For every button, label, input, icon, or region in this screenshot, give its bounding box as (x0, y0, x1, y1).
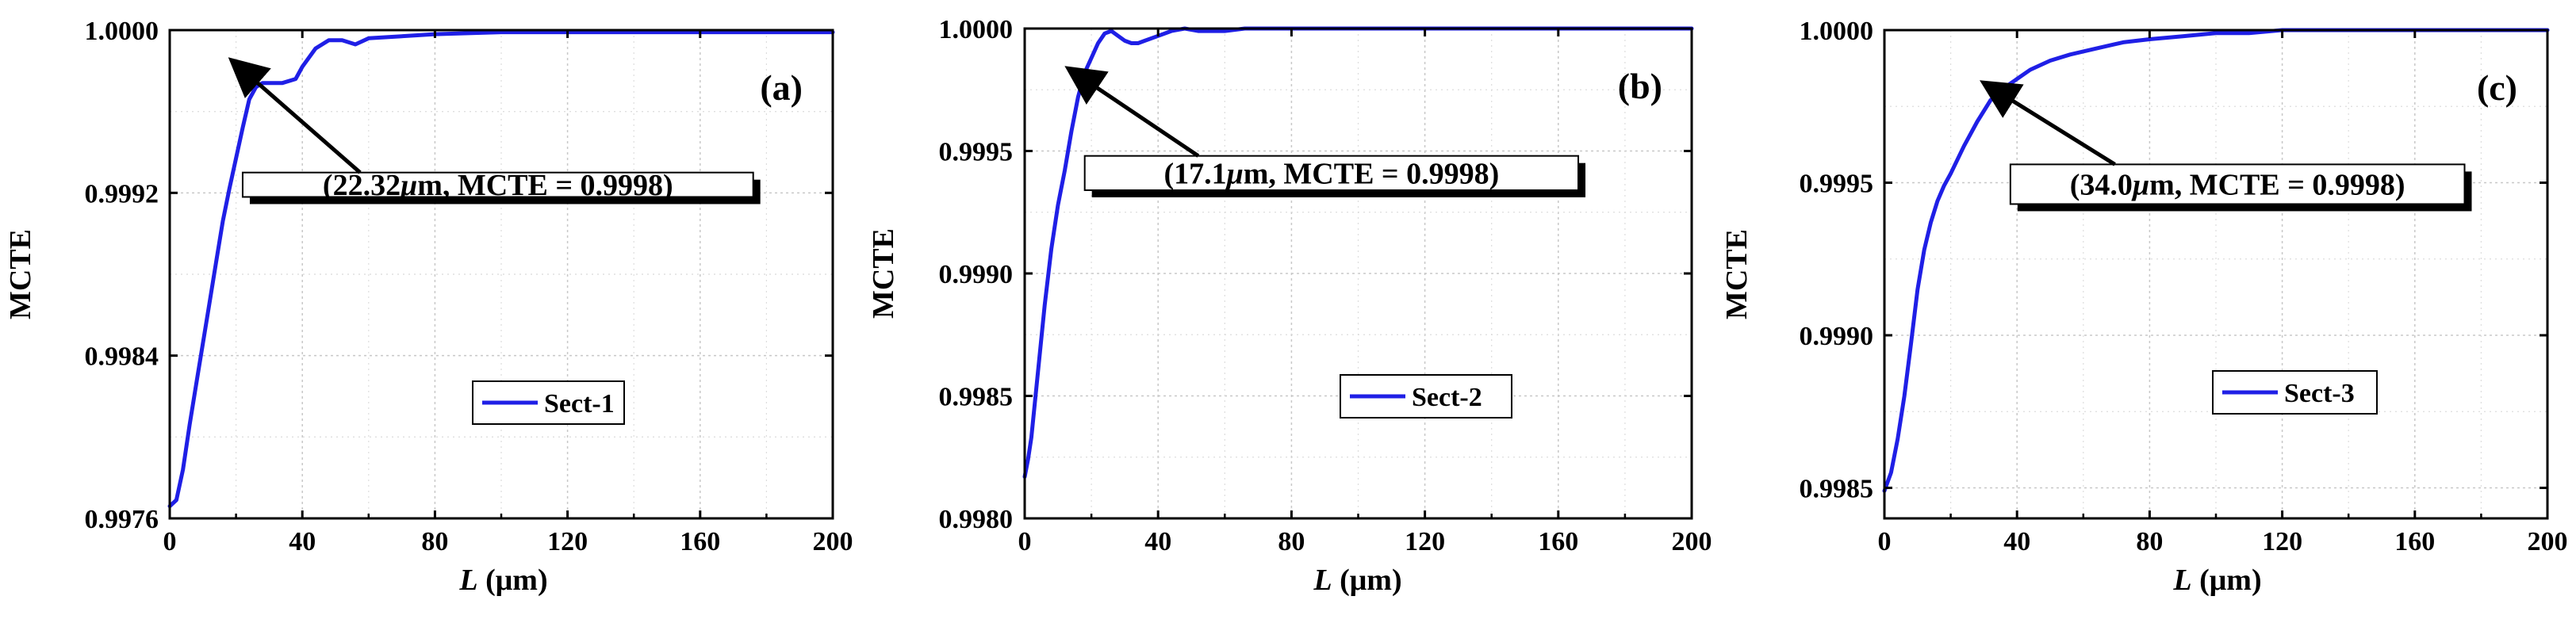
x-tick-label: 80 (2136, 527, 2163, 556)
x-axis-label-unit: (μm) (1332, 564, 1402, 597)
x-tick-label: 40 (1144, 527, 1171, 556)
legend-label: Sect-2 (1412, 383, 1482, 412)
y-tick-label: 0.9976 (85, 505, 159, 534)
x-axis-label-variable: L (458, 564, 477, 597)
legend-label: Sect-3 (2284, 379, 2355, 408)
x-axis-label-variable: L (1313, 564, 1332, 597)
panel-label: (c) (2477, 67, 2517, 108)
annotation-rest: m, MCTE = 0.9998) (417, 169, 673, 202)
annotation-unit-mu: μ (1225, 157, 1244, 190)
x-tick-label: 120 (1405, 527, 1445, 556)
x-tick-label: 160 (2394, 527, 2435, 556)
y-tick-label: 1.0000 (85, 17, 159, 46)
y-tick-label: 0.9995 (939, 138, 1014, 167)
annotation-text: (34.0μm, MCTE = 0.9998) (2070, 168, 2405, 201)
annotation-value: (22.32 (323, 169, 401, 202)
y-tick-label: 1.0000 (939, 15, 1014, 44)
annotation-rest: m, MCTE = 0.9998) (2149, 168, 2405, 201)
grid (1025, 29, 1692, 518)
y-tick-label: 0.9985 (939, 383, 1014, 412)
x-tick-label: 200 (1672, 527, 1712, 556)
x-tick-label: 80 (421, 527, 448, 556)
annotation-arrow (228, 57, 362, 174)
annotation-text: (22.32μm, MCTE = 0.9998) (323, 169, 673, 202)
series-line-sect-1 (167, 30, 835, 509)
series-line-sect-3 (1882, 28, 2550, 493)
y-axis-label: MCTE (4, 229, 37, 319)
x-tick-label: 80 (1278, 527, 1305, 556)
annotation-unit-mu: μ (2131, 168, 2149, 201)
annotation-value: (17.1 (1163, 157, 1226, 190)
y-axis-label: MCTE (867, 228, 900, 319)
chart-panel-b: 0 40 80 120 160 200 0.9980 0.9985 0.9990 0.9995 1.… (867, 15, 1712, 597)
chart-panel-c: 0 40 80 120 160 200 0.9985 0.9990 0.9995 1.0000 L … (1720, 17, 2568, 597)
x-tick-label: 160 (680, 527, 720, 556)
annotation-value: (34.0 (2070, 168, 2133, 201)
x-axis-label-unit: (μm) (2192, 564, 2262, 597)
minor-grid (1025, 29, 1692, 518)
y-axis-label: MCTE (1720, 229, 1754, 319)
y-tick-label: 0.9992 (85, 179, 159, 208)
x-axis-label-variable: L (2172, 564, 2191, 597)
x-tick-label: 200 (813, 527, 853, 556)
annotation-rest: m, MCTE = 0.9998) (1244, 157, 1499, 190)
x-axis-label-unit: (μm) (478, 564, 548, 597)
legend-label: Sect-1 (544, 389, 615, 419)
grid (1884, 30, 2547, 518)
annotation-box (1083, 155, 1580, 191)
x-tick-label: 40 (2003, 527, 2030, 556)
chart-panel-a: 0 40 80 120 160 200 0.9976 0.9984 0.9992 1.0000 L … (4, 17, 853, 597)
panel-label: (b) (1618, 66, 1662, 106)
y-tick-label: 0.9980 (939, 505, 1014, 534)
minor-grid (1884, 30, 2547, 518)
x-tick-label: 120 (547, 527, 588, 556)
x-axis-label: L (μm) (458, 564, 547, 597)
x-tick-label: 200 (2528, 527, 2568, 556)
grid (170, 30, 833, 518)
annotation-unit-mu: μ (399, 169, 417, 202)
y-tick-label: 0.9990 (1800, 322, 1874, 351)
y-tick-label: 1.0000 (1800, 17, 1874, 46)
x-tick-label: 120 (2262, 527, 2302, 556)
x-tick-label: 0 (163, 527, 177, 556)
y-tick-label: 0.9984 (85, 342, 159, 372)
x-tick-label: 0 (1018, 527, 1032, 556)
x-axis-label: L (μm) (1313, 564, 1401, 597)
x-axis-label: L (μm) (2172, 564, 2261, 597)
annotation-box (2009, 163, 2466, 205)
x-tick-label: 40 (289, 527, 316, 556)
y-tick-label: 0.9985 (1800, 475, 1874, 504)
annotation-text: (17.1μm, MCTE = 0.9998) (1163, 157, 1499, 190)
panel-label: (a) (760, 67, 803, 108)
y-tick-label: 0.9990 (939, 260, 1014, 289)
y-tick-label: 0.9995 (1800, 170, 1874, 199)
annotation-arrow (1064, 66, 1200, 158)
minor-grid (170, 30, 833, 518)
x-tick-label: 160 (1538, 527, 1578, 556)
annotation-box (241, 171, 754, 198)
x-tick-label: 0 (1878, 527, 1892, 556)
annotation-arrow (1980, 80, 2116, 166)
